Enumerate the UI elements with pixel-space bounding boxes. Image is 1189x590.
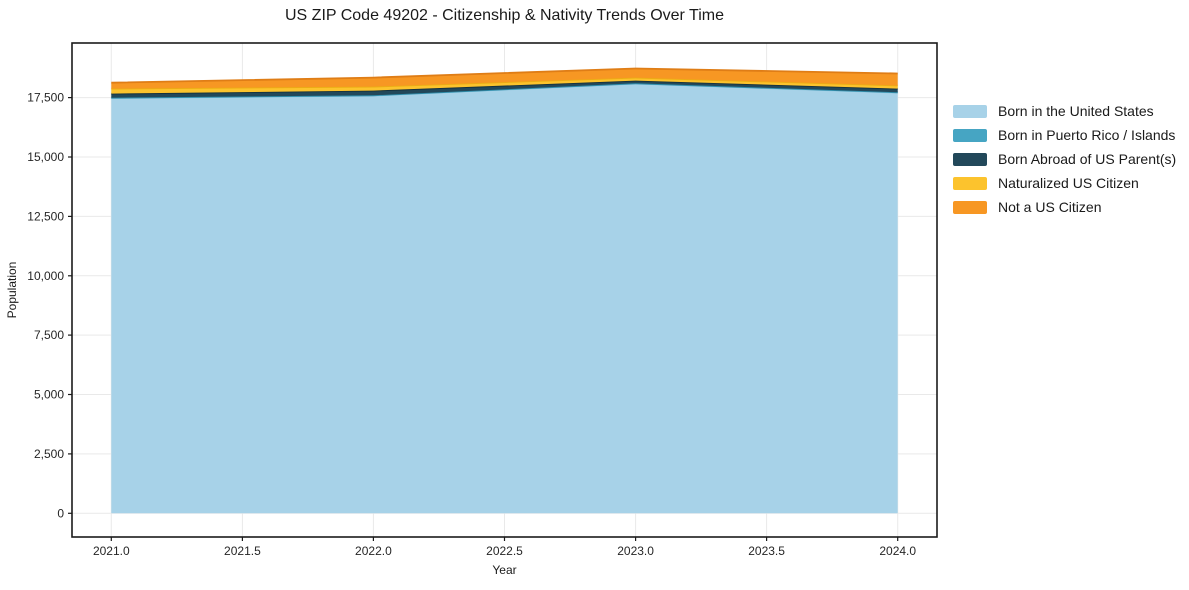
x-tick-label: 2021.5 [224,544,261,558]
legend-item-4: Not a US Citizen [953,195,1176,219]
area-series-2 [111,80,898,98]
y-tick-label: 10,000 [27,269,64,283]
area-series-4 [111,68,898,89]
chart-title: US ZIP Code 49202 - Citizenship & Nativi… [285,7,724,24]
legend-item-0: Born in the United States [953,99,1176,123]
legend-label: Naturalized US Citizen [998,175,1139,191]
legend: Born in the United States Born in Puerto … [953,99,1176,219]
y-tick-label: 12,500 [27,209,64,223]
y-axis-label: Population [5,261,19,319]
y-tick-label: 5,000 [34,388,64,402]
x-tick-label: 2022.5 [486,544,523,558]
y-tick-label: 17,500 [27,91,64,105]
legend-item-2: Born Abroad of US Parent(s) [953,147,1176,171]
y-tick-label: 7,500 [34,328,64,342]
legend-item-3: Naturalized US Citizen [953,171,1176,195]
x-tick-label: 2023.0 [617,544,654,558]
legend-swatch-icon [953,128,987,142]
legend-label: Born in the United States [998,103,1154,119]
x-tick-label: 2024.0 [879,544,916,558]
legend-swatch-icon [953,200,987,214]
x-tick-label: 2021.0 [93,544,130,558]
area-edge-4 [111,67,898,84]
legend-label: Not a US Citizen [998,199,1102,215]
x-tick-label: 2023.5 [748,544,785,558]
legend-label: Born in Puerto Rico / Islands [998,127,1176,143]
area-series-0 [111,83,898,514]
y-tick-label: 0 [57,506,64,520]
x-axis-label: Year [492,563,517,577]
x-tick-label: 2022.0 [355,544,392,558]
legend-item-1: Born in Puerto Rico / Islands [953,123,1176,147]
area-series-3 [111,77,898,94]
legend-swatch-icon [953,152,987,166]
y-tick-label: 2,500 [34,447,64,461]
y-tick-label: 15,000 [27,150,64,164]
legend-label: Born Abroad of US Parent(s) [998,151,1177,167]
legend-swatch-icon [953,176,987,190]
legend-swatch-icon [953,104,987,118]
